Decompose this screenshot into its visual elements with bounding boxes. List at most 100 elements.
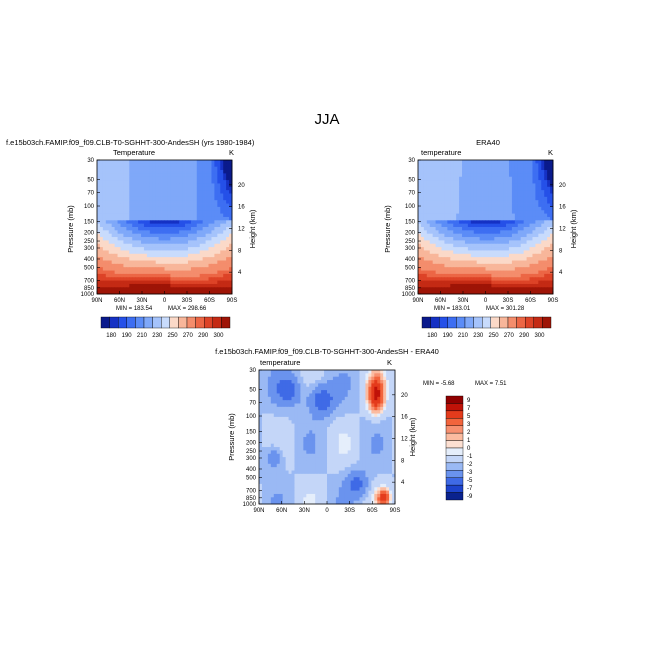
obs-cell	[491, 250, 495, 255]
diff-cell	[329, 393, 334, 398]
model-cell	[132, 290, 136, 295]
model-cell	[102, 193, 107, 198]
obs-cell	[497, 213, 501, 218]
model-cell	[132, 287, 136, 292]
diff-cell	[368, 447, 372, 451]
diff-cell	[374, 383, 378, 388]
model-cell	[105, 170, 110, 174]
model-cell	[129, 247, 133, 251]
diff-cell	[329, 426, 334, 431]
model-cell	[226, 186, 230, 191]
model-cell	[117, 160, 121, 164]
model-cell	[223, 216, 227, 221]
model-cell	[105, 190, 110, 194]
obs-cell	[467, 160, 472, 164]
obs-cell	[479, 267, 483, 271]
model-cell	[111, 227, 115, 231]
model-cell	[185, 257, 189, 261]
diff-cell	[392, 396, 396, 401]
obs-cell	[476, 270, 481, 275]
obs-cell	[470, 200, 475, 204]
obs-cell	[418, 163, 422, 168]
model-cell	[170, 196, 174, 201]
obs-cell	[429, 283, 434, 288]
diff-cell	[261, 450, 266, 455]
obs-cell	[420, 200, 425, 204]
obs-cell	[550, 163, 554, 168]
model-cell	[105, 180, 110, 184]
diff-cell	[264, 393, 269, 398]
diff-cell	[341, 433, 346, 438]
obs-cell	[476, 260, 481, 265]
model-cell	[146, 196, 151, 201]
diff-cell	[327, 423, 331, 428]
model-cell	[182, 223, 186, 228]
obs-cell	[520, 166, 525, 171]
obs-cell	[441, 206, 445, 211]
model-cell	[182, 160, 186, 164]
diff-cell	[321, 416, 325, 421]
obs-cell	[426, 210, 431, 214]
diff-cell	[324, 433, 328, 438]
diff-cell	[291, 386, 295, 391]
model-cell	[176, 233, 180, 238]
model-cell	[135, 170, 139, 174]
model-cell	[105, 216, 110, 221]
model-cell	[158, 290, 162, 295]
model-cell	[182, 186, 186, 191]
diff-cell	[288, 376, 292, 381]
model-cell	[193, 260, 198, 265]
obs-cell	[476, 243, 481, 248]
model-cell	[199, 163, 204, 168]
model-cell	[196, 216, 201, 221]
obs-cell	[450, 216, 454, 221]
obs-cell	[482, 247, 486, 251]
model-cell	[185, 186, 189, 191]
obs-cell	[453, 213, 457, 218]
model-cell	[114, 227, 118, 231]
model-cell	[199, 173, 204, 178]
obs-cell	[506, 166, 510, 171]
model-cell	[123, 186, 127, 191]
obs-cell	[503, 210, 507, 214]
obs-cell	[497, 220, 501, 225]
obs-cell	[470, 193, 475, 198]
model-cell	[97, 233, 101, 238]
obs-cell	[432, 253, 436, 258]
model-cell	[164, 290, 168, 295]
obs-cell	[482, 250, 486, 255]
obs-cell	[429, 227, 434, 231]
diff-cell	[270, 430, 275, 435]
obs-cell	[459, 170, 463, 174]
obs-cell	[506, 247, 510, 251]
diff-cell	[386, 403, 390, 408]
model-cell	[185, 173, 189, 178]
obs-cell	[429, 237, 434, 241]
model-cell	[135, 270, 139, 275]
diff-cell	[315, 383, 319, 388]
model-cell	[97, 283, 101, 288]
diff-cell	[327, 406, 331, 411]
diff-cell	[329, 406, 334, 411]
diff-cell	[324, 370, 328, 374]
obs-cell	[459, 160, 463, 164]
model-cell	[167, 210, 171, 214]
model-cell	[143, 170, 148, 174]
model-cell	[129, 257, 133, 261]
model-colorbar-label: 230	[152, 333, 163, 339]
diff-cell	[341, 420, 346, 424]
model-cell	[123, 223, 127, 228]
diff-cell	[282, 373, 287, 378]
obs-cell	[488, 183, 492, 188]
obs-cell	[544, 270, 548, 275]
model-cell	[182, 183, 186, 188]
obs-cell	[423, 170, 428, 174]
diff-cell	[324, 450, 328, 455]
obs-cell	[491, 287, 495, 292]
obs-cell	[464, 210, 469, 214]
obs-cell	[459, 196, 463, 201]
model-cell	[185, 223, 189, 228]
model-cell	[214, 216, 218, 221]
model-cell	[120, 170, 124, 174]
diff-cell	[264, 400, 269, 404]
